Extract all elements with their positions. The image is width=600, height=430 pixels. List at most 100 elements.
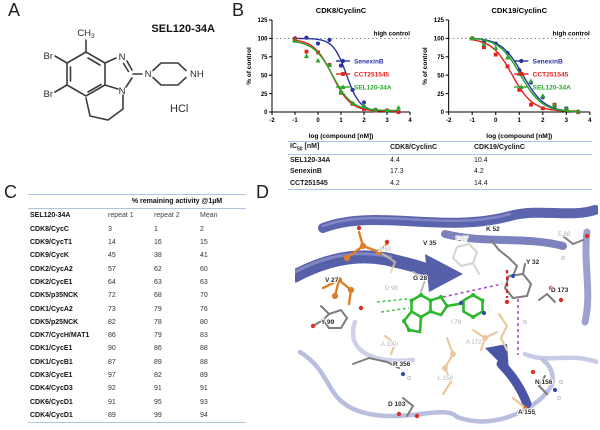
table-cell: 38 bbox=[154, 252, 162, 260]
data-point bbox=[384, 107, 390, 113]
data-point bbox=[540, 93, 546, 98]
residue-label: V 35 bbox=[423, 240, 437, 247]
table-cell: 15 bbox=[200, 239, 208, 247]
fit-curve bbox=[292, 39, 399, 112]
residue-label: E 66 bbox=[558, 232, 571, 238]
col-header-repeat1: repeat 1 bbox=[108, 212, 134, 220]
table-cell: 73 bbox=[108, 305, 116, 313]
table-cell: 63 bbox=[200, 278, 208, 286]
table-cell: 90 bbox=[108, 345, 116, 353]
ligand-sticks bbox=[402, 293, 485, 334]
table-cell: 88 bbox=[200, 345, 208, 353]
y-tick-label: 50 bbox=[261, 73, 268, 79]
table-cell: 99 bbox=[154, 411, 162, 419]
residue-label: A 50 bbox=[379, 247, 392, 253]
table-cell: 87 bbox=[108, 358, 116, 366]
col-header-repeat2: repeat 2 bbox=[154, 212, 180, 220]
panel-c-label: C bbox=[4, 182, 17, 202]
residue-label: Y 32 bbox=[526, 259, 540, 266]
data-point bbox=[575, 108, 581, 114]
data-point bbox=[341, 72, 345, 76]
table-cell: CDK5/p25NCK bbox=[30, 318, 79, 326]
table-cell: 57 bbox=[108, 265, 116, 273]
x-tick-label: -2 bbox=[446, 118, 452, 124]
table-cell: 45 bbox=[108, 252, 116, 260]
y-tick-label: 75 bbox=[261, 55, 268, 61]
residue-label: A 172 bbox=[466, 340, 482, 346]
legend-item-CCT251545: CCT251545 bbox=[336, 71, 389, 78]
table-cell: 79 bbox=[154, 332, 162, 340]
table-cell: 79 bbox=[154, 305, 162, 313]
residue-label: D 98 bbox=[385, 286, 398, 292]
data-point bbox=[338, 89, 344, 95]
svg-text:CH3: CH3 bbox=[77, 28, 95, 40]
data-point bbox=[340, 58, 346, 64]
kinase-row: CDK5/p25NCK 82 78 80 bbox=[28, 316, 246, 329]
y-tick-label: 25 bbox=[261, 92, 268, 98]
data-point bbox=[304, 49, 309, 54]
table-cell: 88 bbox=[200, 358, 208, 366]
legend-label: SEL120-34A bbox=[533, 84, 572, 91]
x-tick-label: -1 bbox=[292, 118, 298, 124]
ic50-row: SEL120-34A 4.4 10.4 bbox=[288, 154, 592, 166]
data-point bbox=[519, 72, 524, 76]
y-tick-label: 125 bbox=[434, 18, 445, 24]
y-tick-label: 100 bbox=[257, 37, 268, 43]
y-tick-label: 50 bbox=[437, 73, 444, 79]
legend-label: SEL120-34A bbox=[354, 84, 392, 91]
legend-label: SenexinB bbox=[533, 58, 564, 65]
y-axis-label: % of control bbox=[246, 47, 253, 85]
table-cell: 3 bbox=[108, 225, 112, 233]
data-point bbox=[361, 102, 367, 108]
residue-label: V 27 bbox=[325, 277, 339, 284]
legend-item-CCT251545: CCT251545 bbox=[514, 71, 569, 78]
x-tick-label: 4 bbox=[588, 118, 592, 124]
panel-d-label: D bbox=[256, 182, 269, 202]
fit-curve bbox=[292, 40, 399, 112]
legend-item-SenexinB: SenexinB bbox=[514, 58, 563, 65]
x-tick-label: 2 bbox=[362, 118, 366, 124]
kinase-row: CDK1/CycE1 90 86 88 bbox=[28, 342, 246, 355]
kinase-row: CDK7/CycH/MAT1 86 79 83 bbox=[28, 329, 246, 342]
table-cell: CDK9/CycK bbox=[30, 252, 69, 260]
table-cell: 94 bbox=[200, 411, 208, 419]
structure-atom-labels: CH3 Br Br N N N NH HCl SEL120-34A bbox=[44, 23, 216, 115]
data-point bbox=[493, 45, 499, 50]
table-cell: 41 bbox=[200, 252, 208, 260]
kinase-row: CDK9/CycT1 14 16 15 bbox=[28, 236, 246, 249]
bromine-bottom: Br bbox=[44, 89, 54, 100]
table-cell: CDK1/CycA2 bbox=[30, 305, 73, 313]
empty-cell bbox=[28, 195, 106, 209]
residue-label: I 79 bbox=[451, 320, 462, 326]
table-cell: 91 bbox=[108, 398, 116, 406]
table-cell: 4.2 bbox=[390, 179, 400, 187]
dose-response-chart-cdk8: CDK8/CyclinC high control 0 25 50 75 100 125 -2 -… bbox=[246, 6, 412, 140]
x-tick-label: 0 bbox=[494, 118, 498, 124]
imidazole-n-top: N bbox=[119, 52, 126, 63]
col-header-mean: Mean bbox=[200, 212, 218, 220]
data-point bbox=[350, 87, 355, 93]
x-axis-label: log (compound [nM]) bbox=[309, 133, 374, 140]
legend-label: CCT251545 bbox=[533, 71, 569, 78]
residue-label: N 156 bbox=[535, 379, 553, 386]
x-tick-label: 3 bbox=[565, 118, 569, 124]
table-cell: 78 bbox=[154, 318, 162, 326]
table-cell: CCT251545 bbox=[290, 179, 328, 187]
selectivity-colheader-row: SEL120-34A repeat 1 repeat 2 Mean bbox=[28, 209, 246, 223]
residue-label: Y 99 bbox=[321, 319, 335, 326]
panel-a-label: A bbox=[8, 0, 21, 20]
legend-item-SEL120-34A: SEL120-34A bbox=[514, 84, 571, 91]
data-point bbox=[373, 107, 378, 112]
fit-curve bbox=[469, 37, 579, 113]
table-cell: 64 bbox=[108, 278, 116, 286]
data-point bbox=[529, 102, 533, 107]
data-point bbox=[315, 41, 321, 46]
table-cell: 95 bbox=[154, 398, 162, 406]
col-header-compound: SEL120-34A bbox=[30, 212, 71, 220]
residue-label: D 103 bbox=[388, 401, 406, 408]
high-control-label: high control bbox=[553, 30, 590, 37]
sidechain-sticks-wheat bbox=[381, 252, 525, 408]
kinase-row: CDK8/CycC 3 1 2 bbox=[28, 223, 246, 236]
residue-label: D 173 bbox=[551, 287, 569, 294]
